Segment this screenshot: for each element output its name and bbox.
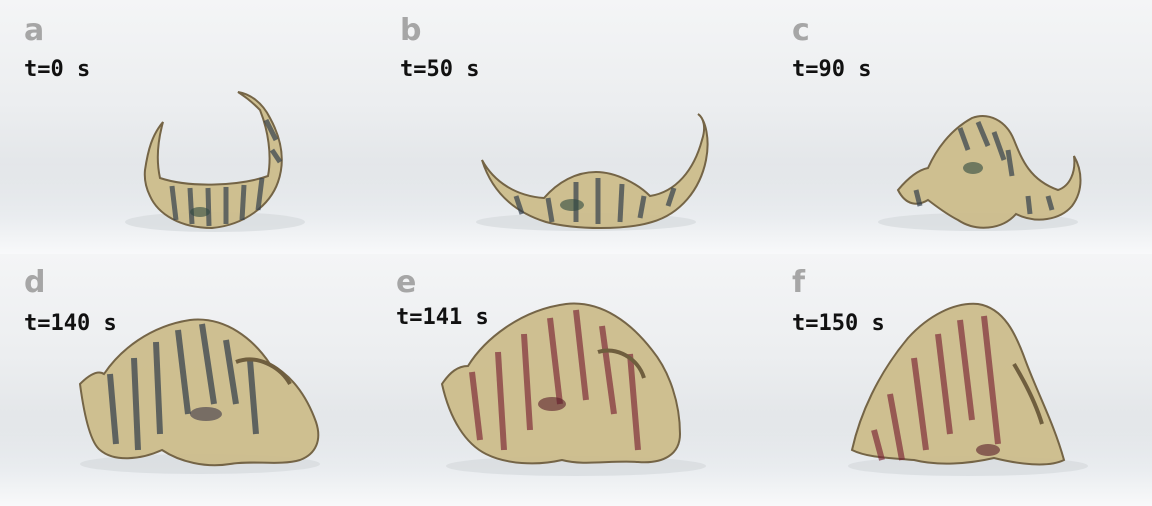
panel-d: d t=140 s [0, 254, 376, 506]
film-a [125, 91, 305, 232]
film-e [440, 302, 706, 476]
panel-c: c t=90 s [768, 0, 1152, 254]
panel-letter: b [400, 13, 422, 48]
panel-a: a t=0 s [0, 0, 376, 254]
panel-time: t=140 s [24, 311, 117, 336]
panel-time: t=141 s [396, 305, 489, 330]
panel-b: b t=50 s [376, 0, 768, 254]
panel-time: t=0 s [24, 57, 91, 82]
film-f [848, 302, 1088, 476]
panel-letter: d [24, 265, 46, 300]
panel-letter: f [792, 265, 806, 300]
film-c [878, 115, 1082, 231]
panel-letter: a [24, 13, 45, 48]
panel-f: f t=150 s [768, 254, 1152, 506]
panel-letter: e [396, 265, 417, 300]
panel-e: e t=141 s [376, 254, 768, 506]
panel-time: t=90 s [792, 57, 872, 82]
panel-time: t=150 s [792, 311, 885, 336]
film-b [476, 113, 709, 231]
film-d [78, 318, 320, 474]
panel-time: t=50 s [400, 57, 480, 82]
panel-letter: c [792, 13, 810, 48]
